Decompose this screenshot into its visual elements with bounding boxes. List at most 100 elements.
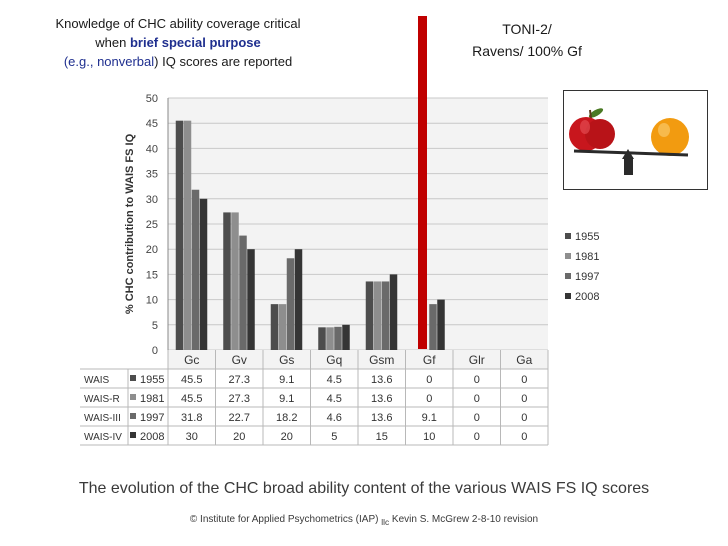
table-cell: 10 [423, 431, 435, 443]
bar-Gc-2008 [199, 198, 208, 350]
table-cell: 31.8 [181, 412, 202, 424]
table-cell: 0 [521, 374, 527, 386]
table-cell: 0 [521, 393, 527, 405]
table-cell: 45.5 [181, 374, 202, 386]
coverage-note: Knowledge of CHC ability coverage critic… [28, 14, 328, 71]
y-tick-label: 25 [146, 219, 158, 231]
table-cell: 0 [426, 374, 432, 386]
note-nonverbal: nonverbal [97, 54, 155, 69]
table-cell: 13.6 [371, 393, 392, 405]
table-cell: 0 [521, 431, 527, 443]
bar-Gsm-1955 [365, 281, 374, 350]
bar-Gs-1997 [286, 258, 295, 350]
table-cell: 22.7 [229, 412, 250, 424]
legend-label: 1981 [575, 251, 599, 263]
bar-Gv-1981 [231, 212, 239, 350]
table-cell: 27.3 [229, 374, 250, 386]
note-emphasis: brief special purpose [129, 35, 261, 50]
table-cell: 13.6 [371, 374, 392, 386]
y-tick-label: 50 [146, 93, 158, 105]
table-row-year: 1981 [140, 393, 164, 405]
table-cell: 9.1 [279, 374, 294, 386]
chart: 0 5 10 15 20 25 30 35 40 45 50 % CHC contribution … [80, 16, 599, 446]
table-row-swatch [130, 394, 136, 400]
table-row-year: 1997 [140, 412, 164, 424]
legend-swatch [565, 293, 571, 299]
bar-Gs-1955 [270, 304, 279, 350]
bar-Gc-1997 [191, 189, 200, 350]
note-line-3: (e.g., nonverbal) IQ scores are reported [63, 54, 293, 69]
note-line-1: Knowledge of CHC ability coverage critic… [55, 16, 301, 31]
bar-Gf-2008 [437, 299, 445, 350]
chart-caption: The evolution of the CHC broad ability c… [78, 480, 650, 497]
category-label: Gq [326, 353, 342, 367]
table-row-swatch [130, 432, 136, 438]
table-cell: 0 [474, 393, 480, 405]
table-cell: 9.1 [279, 393, 294, 405]
category-label: Gv [232, 353, 247, 367]
bar-Gf-1997 [429, 304, 437, 350]
y-tick-labels: 0 5 10 15 20 25 30 35 40 45 50 [146, 93, 158, 357]
table-cell: 20 [281, 431, 293, 443]
table-cell: 20 [233, 431, 245, 443]
table-cell: 4.5 [327, 393, 342, 405]
bar-Gc-1955 [175, 120, 184, 351]
table-row-test: WAIS-III [84, 413, 121, 424]
table-cell: 4.5 [327, 374, 342, 386]
table-cell: 5 [331, 431, 337, 443]
bars [175, 120, 445, 351]
y-tick-label: 10 [146, 295, 158, 307]
table-cell: 0 [474, 412, 480, 424]
y-tick-label: 20 [146, 244, 158, 256]
y-tick-label: 40 [146, 143, 158, 155]
y-tick-label: 45 [146, 118, 158, 130]
category-label: Gs [279, 353, 294, 367]
legend-label: 1997 [575, 271, 599, 283]
bar-Gsm-1981 [373, 281, 382, 350]
legend-label: 2008 [575, 291, 599, 303]
bar-Gsm-2008 [389, 274, 398, 350]
table-cell: 4.6 [327, 412, 342, 424]
table-row-test: WAIS [84, 375, 110, 386]
table-cell: 27.3 [229, 393, 250, 405]
legend-swatch [565, 233, 571, 239]
category-label: Gf [423, 353, 436, 367]
bar-Gq-1981 [326, 327, 334, 350]
table-row-swatch [130, 413, 136, 419]
toni-line-1: TONI-2/ [502, 21, 552, 37]
table-cell: 15 [376, 431, 388, 443]
balance-scale-apple-orange-icon [569, 108, 689, 175]
toni-line-2: Ravens/ 100% Gf [472, 43, 582, 59]
legend-swatch [565, 253, 571, 259]
gf-highlight-bar [418, 16, 427, 349]
table-cell: 9.1 [422, 412, 437, 424]
data-table: Gc Gv Gs Gq Gsm Gf Glr Ga WAIS 1955 45.5 27.3 9.1 4.5… [80, 350, 549, 446]
bar-Gs-2008 [294, 249, 303, 350]
bar-Gq-1955 [318, 327, 326, 350]
bar-Gsm-1997 [381, 281, 390, 350]
table-cell: 18.2 [276, 412, 297, 424]
y-tick-label: 35 [146, 169, 158, 181]
table-cell: 13.6 [371, 412, 392, 424]
table-cell: 45.5 [181, 393, 202, 405]
bar-Gv-1955 [223, 212, 231, 350]
legend-swatch [565, 273, 571, 279]
y-tick-label: 30 [146, 194, 158, 206]
table-row-test: WAIS-R [84, 394, 120, 405]
y-tick-label: 0 [152, 345, 158, 357]
balance-scale-picture [563, 90, 708, 190]
category-label: Gc [184, 353, 199, 367]
table-cell: 0 [426, 393, 432, 405]
legend-label: 1955 [575, 231, 599, 243]
bar-Gv-1997 [239, 235, 247, 350]
bar-Gc-1981 [183, 120, 192, 351]
table-row-year: 2008 [140, 431, 164, 443]
table-cell: 0 [474, 431, 480, 443]
table-cell: 0 [474, 374, 480, 386]
table-row-test: WAIS-IV [84, 432, 122, 443]
table-row-year: 1955 [140, 374, 164, 386]
y-axis-label: % CHC contribution to WAIS FS IQ [124, 133, 136, 314]
legend: 1955 1981 1997 2008 [565, 231, 599, 303]
table-row-swatch [130, 375, 136, 381]
bar-Gq-2008 [342, 324, 350, 350]
